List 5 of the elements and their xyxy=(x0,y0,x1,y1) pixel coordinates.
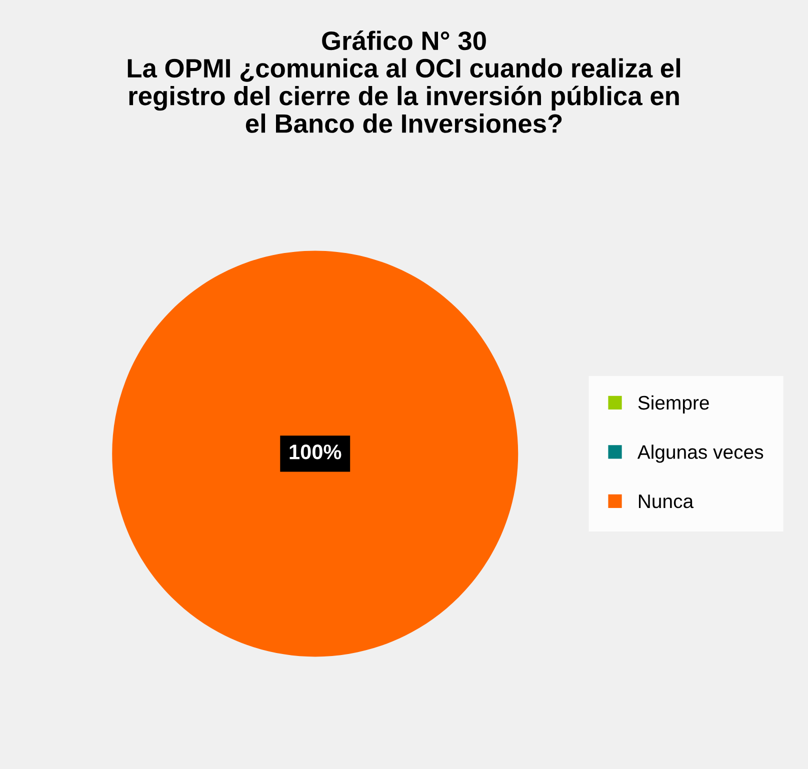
legend-label: Nunca xyxy=(638,494,694,508)
legend-label: Algunas veces xyxy=(637,444,764,463)
data-label: 100% xyxy=(290,444,342,460)
legend-label: Siempre xyxy=(638,395,709,414)
chart-title: Gráfico N° 30 La OPMI ¿comunica al OCI cuando realiza el registro del cierre de la inversión pública en el Banco de Inversiones? xyxy=(128,30,680,133)
